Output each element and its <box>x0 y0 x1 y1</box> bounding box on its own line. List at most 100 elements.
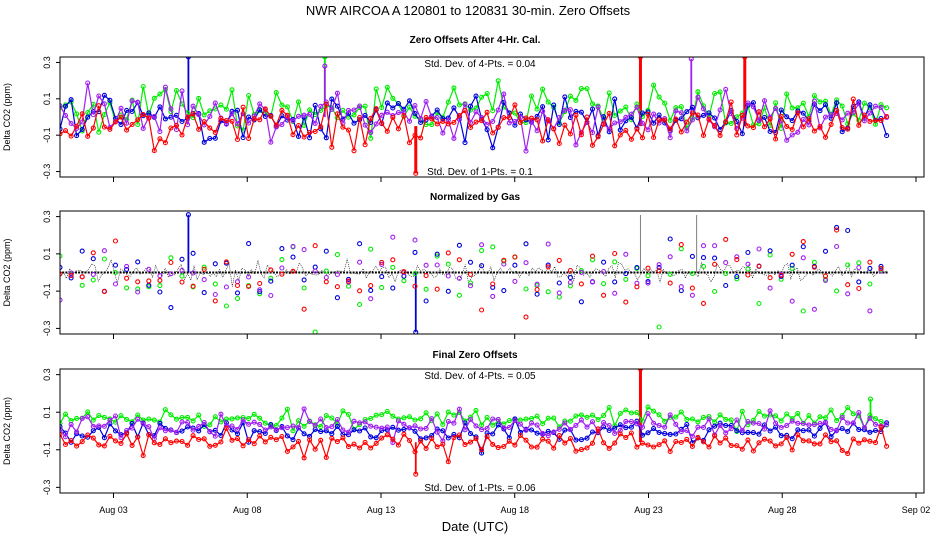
series-purple-point <box>667 254 673 260</box>
series-blue-point <box>767 128 773 135</box>
series-purple-point <box>279 425 285 431</box>
series-red-point <box>689 443 695 449</box>
series-blue-point <box>822 248 829 254</box>
series-red-point <box>190 283 196 289</box>
series-purple-point <box>467 417 474 423</box>
series-blue-point <box>318 429 324 435</box>
series-blue-point <box>90 256 96 262</box>
series-red-point <box>678 129 684 135</box>
series-purple-point <box>684 427 690 434</box>
series-purple-point <box>728 426 734 432</box>
series-black-point <box>837 271 840 274</box>
series-green-point <box>834 418 840 424</box>
series-black-point <box>716 271 719 274</box>
series-green-point <box>318 424 324 430</box>
series-purple-point <box>501 91 507 97</box>
series-black-point <box>304 271 307 274</box>
series-red-point <box>201 436 207 442</box>
series-purple-point <box>312 120 318 126</box>
series-black-point <box>831 271 834 274</box>
series-green-point <box>390 264 396 270</box>
series-blue-point <box>667 236 673 242</box>
series-black-point <box>320 271 323 274</box>
series-green-point <box>684 416 690 422</box>
series-blue-point <box>578 437 584 443</box>
series-purple-point <box>601 420 607 426</box>
series-blue-point <box>295 133 302 139</box>
series-purple-point <box>800 255 806 261</box>
series-green-point <box>490 108 496 114</box>
series-purple-point <box>490 416 496 422</box>
series-black-point <box>761 271 764 274</box>
series-green-point <box>368 415 374 422</box>
series-green-point <box>85 109 91 116</box>
series-red-point <box>223 118 229 124</box>
series-blue-point <box>789 436 795 442</box>
series-blue-line <box>60 417 888 456</box>
series-red-point <box>878 266 884 272</box>
series-blue-point <box>157 289 163 295</box>
series-red-point <box>495 445 501 451</box>
series-black-point <box>260 271 263 274</box>
series-black-point <box>307 271 310 274</box>
series-red-point <box>85 432 91 438</box>
series-black-point <box>847 271 850 274</box>
series-red-point <box>140 453 146 459</box>
series-green-point <box>251 411 257 417</box>
series-black-point <box>218 271 221 274</box>
series-blue-point <box>811 433 817 439</box>
series-purple-point <box>501 425 507 431</box>
y-tick-label: -0.1 <box>42 442 52 458</box>
spike-point-blue <box>185 212 191 218</box>
series-purple-point <box>301 406 307 412</box>
series-black-point <box>240 271 243 274</box>
series-black-point <box>224 271 227 274</box>
series-purple-point <box>551 429 557 435</box>
series-red-point <box>418 135 424 141</box>
series-red-point <box>229 437 235 443</box>
series-purple-point <box>168 427 174 433</box>
series-red-point <box>412 449 418 455</box>
series-blue-point <box>567 275 573 281</box>
series-green-point <box>606 404 612 411</box>
series-red-point <box>723 119 729 125</box>
series-black-point <box>397 271 400 274</box>
data-layer <box>60 212 888 334</box>
series-purple-point <box>423 262 429 268</box>
series-purple-point <box>695 94 701 100</box>
series-black-point <box>419 271 422 274</box>
series-purple-point <box>856 409 862 416</box>
series-red-line <box>60 98 887 153</box>
series-blue-point <box>789 118 795 124</box>
series-green-point <box>623 104 629 110</box>
series-blue-point <box>700 255 707 261</box>
series-blue-point <box>767 428 773 434</box>
series-green-point <box>595 417 601 423</box>
series-green-point <box>645 404 651 410</box>
series-blue-point <box>323 248 329 254</box>
series-purple-point <box>85 80 91 86</box>
series-black-point <box>805 271 808 274</box>
series-red-point <box>246 135 252 141</box>
series-blue-point <box>517 429 523 435</box>
series-purple-point <box>884 422 890 428</box>
series-green-point <box>700 263 707 270</box>
series-black-point <box>643 271 645 274</box>
series-blue-point <box>390 285 396 291</box>
series-green-point <box>789 105 795 111</box>
series-green-point <box>162 407 168 413</box>
series-red-point <box>390 257 396 263</box>
series-red-point <box>800 239 806 245</box>
series-green-point <box>467 280 474 286</box>
series-black-point <box>435 271 438 274</box>
series-green-point <box>578 86 584 92</box>
series-black-point <box>799 271 802 274</box>
series-red-point <box>750 125 756 131</box>
series-purple-point <box>168 106 174 112</box>
series-purple-point <box>473 423 479 429</box>
series-red-point <box>528 115 535 121</box>
series-black-point <box>81 271 84 274</box>
series-purple-point <box>179 88 185 94</box>
series-purple-point <box>739 427 745 434</box>
series-red-point <box>595 426 601 432</box>
